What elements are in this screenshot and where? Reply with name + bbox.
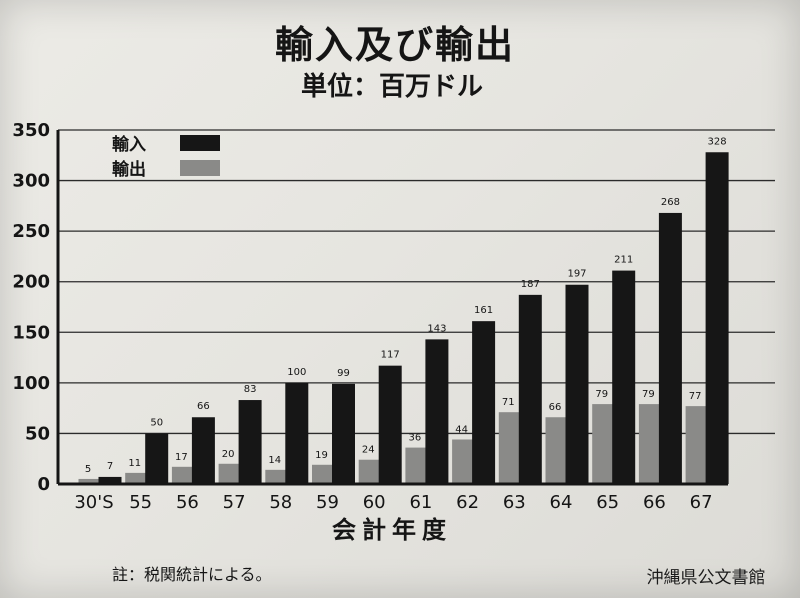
import-bar <box>425 339 449 484</box>
y-tick-label: 350 <box>12 120 50 141</box>
export-bar <box>685 406 709 484</box>
export-data-label: 44 <box>455 424 468 435</box>
archive-watermark: 沖縄県公文書館 <box>647 568 766 588</box>
export-bar <box>452 439 476 484</box>
x-tick-label: 30'S <box>74 492 113 513</box>
import-data-label: 99 <box>337 368 350 379</box>
export-bar <box>498 412 522 484</box>
x-axis-label: 会計年度 <box>332 516 452 544</box>
import-bar <box>285 382 309 484</box>
y-tick-label: 0 <box>37 474 50 495</box>
import-data-label: 50 <box>150 417 163 428</box>
export-data-label: 14 <box>268 455 281 466</box>
export-data-label: 36 <box>409 433 422 444</box>
export-bar <box>218 463 242 484</box>
export-data-label: 5 <box>85 464 91 475</box>
export-data-label: 19 <box>315 450 328 461</box>
export-data-label: 71 <box>502 397 515 408</box>
import-bar <box>378 365 402 484</box>
import-data-label: 161 <box>474 305 493 316</box>
x-tick-label: 57 <box>223 492 246 513</box>
export-data-label: 66 <box>549 402 562 413</box>
import-data-label: 117 <box>381 350 400 361</box>
y-tick-label: 150 <box>12 322 50 343</box>
export-bar <box>125 472 149 484</box>
legend-label-exports: 輸出 <box>112 159 146 180</box>
export-bar <box>592 404 616 484</box>
export-data-label: 17 <box>175 452 188 463</box>
source-note: 註：税関統計による。 <box>112 565 272 584</box>
import-data-label: 100 <box>287 367 306 378</box>
import-bar <box>145 433 169 484</box>
export-data-label: 79 <box>595 389 608 400</box>
x-tick-label: 62 <box>456 492 479 513</box>
x-tick-label: 58 <box>269 492 292 513</box>
x-tick-label: 67 <box>690 492 713 513</box>
export-bar <box>545 417 569 484</box>
x-tick-label: 59 <box>316 492 339 513</box>
x-tick-label: 66 <box>643 492 666 513</box>
import-data-label: 197 <box>567 269 586 280</box>
import-bar <box>612 270 636 484</box>
export-data-label: 11 <box>128 458 141 469</box>
legend-swatch-exports <box>180 160 220 176</box>
x-tick-label: 63 <box>503 492 526 513</box>
legend: 輸入 輸出 <box>112 134 220 180</box>
import-data-label: 7 <box>107 461 113 472</box>
x-axis-ticks: 30'S 55 56 57 58 59 60 61 62 63 64 65 66 67 <box>74 492 712 513</box>
import-data-label: 211 <box>614 255 633 266</box>
y-axis-ticks: 0 50 100 150 200 250 300 350 <box>12 120 50 495</box>
y-tick-label: 250 <box>12 221 50 242</box>
import-bar <box>658 212 682 485</box>
export-bar <box>265 469 289 484</box>
x-tick-label: 56 <box>176 492 199 513</box>
import-bar <box>565 284 589 484</box>
import-bar <box>191 417 215 484</box>
import-bar <box>332 383 355 484</box>
x-tick-label: 64 <box>550 492 573 513</box>
chart-title: 輸入及び輸出 <box>275 23 515 67</box>
export-bar <box>405 447 429 484</box>
import-data-label: 187 <box>521 279 540 290</box>
import-data-label: 66 <box>197 401 210 412</box>
import-bar <box>98 476 122 484</box>
export-bar <box>312 464 335 484</box>
export-bar <box>78 478 102 484</box>
export-bar <box>358 459 382 484</box>
x-tick-label: 55 <box>129 492 152 513</box>
import-data-label: 83 <box>244 384 257 395</box>
export-data-label: 77 <box>689 391 702 402</box>
import-bar <box>518 294 542 484</box>
import-data-label: 328 <box>708 136 727 147</box>
x-tick-label: 60 <box>363 492 386 513</box>
export-data-label: 24 <box>362 445 375 456</box>
x-tick-label: 65 <box>596 492 619 513</box>
y-tick-label: 200 <box>12 272 50 293</box>
data-labels: 5 7 11 50 17 66 20 83 14 100 19 99 24 117 36 143 44 161 71… <box>85 136 727 475</box>
y-tick-label: 50 <box>25 423 50 444</box>
import-bar <box>705 152 729 484</box>
export-data-label: 20 <box>222 449 235 460</box>
import-bar <box>472 321 496 484</box>
export-bar <box>171 466 195 484</box>
gridlines <box>58 129 775 435</box>
import-data-label: 268 <box>661 197 680 208</box>
y-tick-label: 300 <box>12 171 50 192</box>
export-data-label: 79 <box>642 389 655 400</box>
import-data-label: 143 <box>427 323 446 334</box>
bars <box>78 152 729 485</box>
export-bar <box>638 404 662 484</box>
y-tick-label: 100 <box>12 373 50 394</box>
legend-label-imports: 輸入 <box>112 134 146 155</box>
chart-subtitle: 単位：百万ドル <box>301 71 483 102</box>
import-bar <box>238 400 262 484</box>
x-tick-label: 61 <box>409 492 432 513</box>
legend-swatch-imports <box>180 135 220 151</box>
